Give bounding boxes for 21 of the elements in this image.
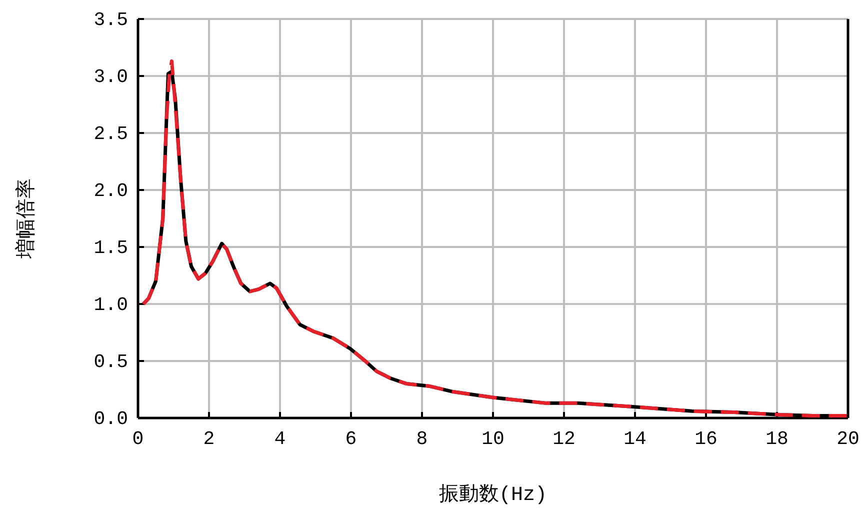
x-tick-label: 0: [132, 428, 144, 450]
y-tick-label: 2.0: [94, 180, 128, 202]
x-tick-label: 6: [345, 428, 357, 450]
y-tick-label: 3.5: [94, 9, 128, 31]
x-tick-label: 20: [836, 428, 860, 450]
y-tick-label: 0.5: [94, 351, 128, 373]
x-axis-title: 振動数(Hz): [438, 483, 548, 507]
x-tick-label: 18: [766, 428, 788, 450]
y-axis-title: 増幅倍率: [14, 178, 39, 260]
y-tick-label: 2.5: [94, 123, 128, 145]
x-tick-label: 16: [694, 428, 718, 450]
x-tick-label: 4: [274, 428, 286, 450]
y-tick-label: 3.0: [94, 66, 128, 88]
x-tick-label: 14: [624, 428, 646, 450]
y-tick-label: 1.5: [94, 237, 128, 259]
x-tick-label: 2: [203, 428, 215, 450]
x-tick-label: 8: [416, 428, 428, 450]
y-tick-label: 0.0: [94, 408, 128, 430]
x-tick-label: 12: [552, 428, 576, 450]
x-tick-label: 10: [482, 428, 504, 450]
y-tick-label: 1.0: [94, 294, 128, 316]
